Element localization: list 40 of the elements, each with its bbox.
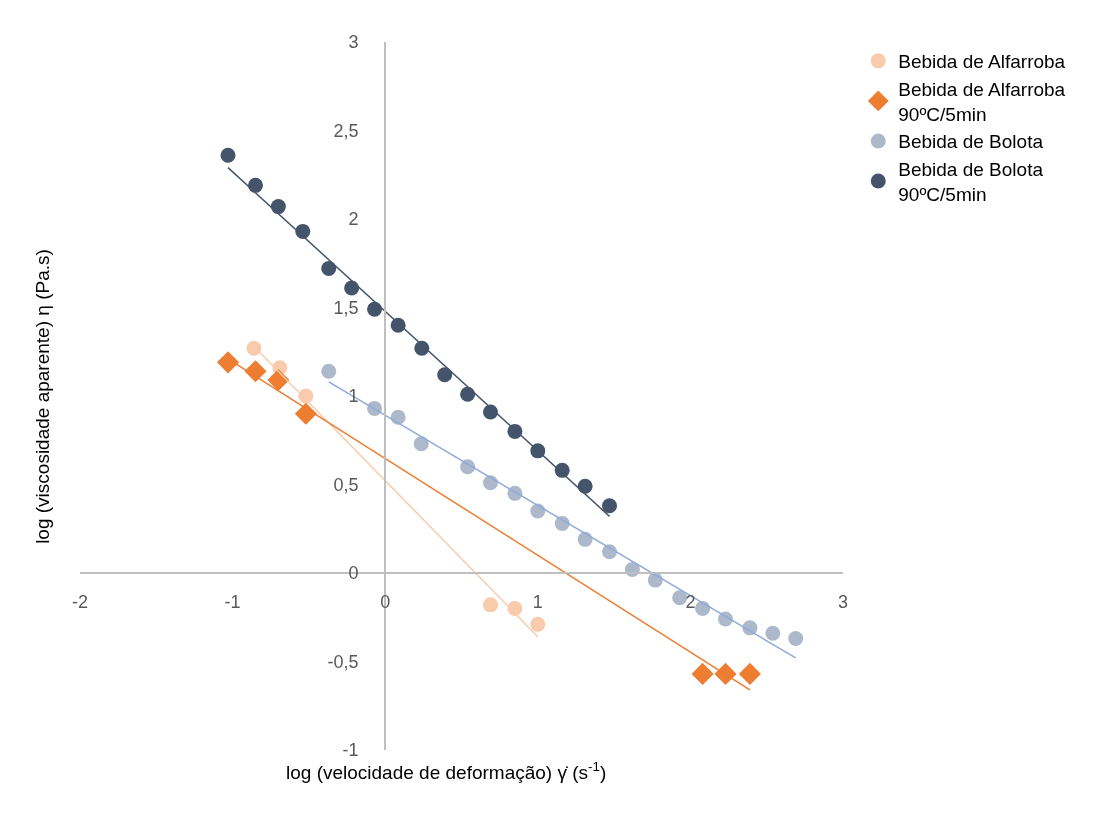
point [246,340,262,356]
point [437,367,453,383]
point [248,177,263,193]
x-tick-label: 2 [685,591,696,612]
point [270,199,286,215]
y-tick-label: 2,5 [333,120,359,141]
point [788,630,804,646]
y-tick-label: 3 [348,32,359,53]
point [216,351,240,374]
point [220,147,236,163]
legend-label: Bebida de Bolota 90ºC/5min [898,159,1044,205]
legend-label: Bebida de Alfarroba 90ºC/5min [898,78,1066,125]
point [413,436,429,452]
y-axis-title: log (viscosidade aparente) η (Pa.s) [31,249,53,544]
point [765,625,781,641]
x-tick-label: 1 [532,591,543,612]
y-tick-label: 1,5 [333,297,359,318]
point [691,662,714,685]
y-tick-label: -0,5 [327,651,359,672]
y-tick-label: 0,5 [333,474,359,495]
point [602,498,618,514]
y-tick-label: 2 [348,209,359,230]
x-axis-title: log (velocidade de deformação) γ̇ (s$^{-1}$) [286,759,607,783]
point [460,386,476,402]
point [530,616,546,632]
legend-label: Bebida de Alfarroba [898,51,1066,73]
y-tick-label: -1 [342,740,359,761]
point [321,363,337,379]
point [738,662,761,685]
x-tick-label: -1 [224,591,241,612]
x-tick-label: 0 [380,591,391,612]
point [672,590,688,606]
legend-label: Bebida de Bolota [898,131,1044,153]
point [695,600,711,616]
point [367,301,383,317]
point [483,597,498,613]
x-tick-label: -2 [71,591,89,612]
point [321,261,337,277]
y-tick-label: 0 [348,563,359,584]
x-tick-label: 3 [837,591,849,612]
